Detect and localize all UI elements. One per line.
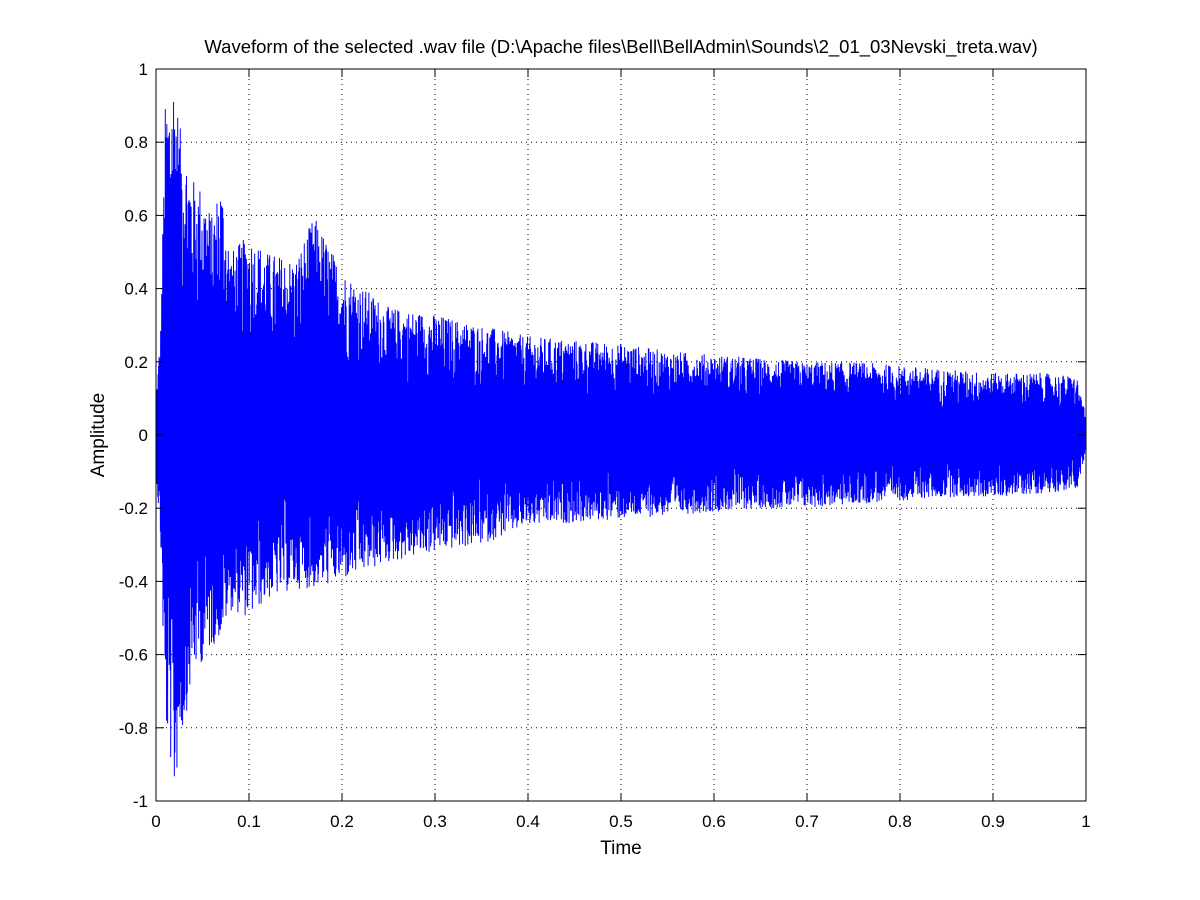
x-tick-label: 1	[1081, 812, 1090, 831]
x-tick-label: 0.4	[516, 812, 540, 831]
chart-title: Waveform of the selected .wav file (D:\A…	[204, 36, 1037, 58]
tick-marks	[155, 68, 1087, 802]
y-tick-label: -0.4	[119, 572, 148, 591]
x-tick-labels: 0 0.1 0.2 0.3 0.4 0.5 0.6 0.7 0.8 0.9 1	[151, 812, 1090, 831]
waveform-series	[155, 102, 1087, 777]
x-tick-label: 0	[151, 812, 160, 831]
y-tick-label: -0.6	[119, 646, 148, 665]
y-tick-labels: 1 0.8 0.6 0.4 0.2 0 -0.2 -0.4 -0.6 -0.8 -1	[119, 60, 148, 811]
y-tick-label: 0	[139, 426, 148, 445]
y-tick-label: 0.4	[124, 280, 148, 299]
y-tick-label: 1	[139, 60, 148, 79]
x-tick-label: 0.9	[981, 812, 1005, 831]
x-tick-label: 0.2	[330, 812, 354, 831]
y-tick-label: -1	[133, 792, 148, 811]
x-axis-title: Time	[600, 838, 642, 859]
y-tick-label: -0.8	[119, 719, 148, 738]
x-tick-label: 0.8	[888, 812, 912, 831]
x-tick-label: 0.7	[795, 812, 819, 831]
y-tick-label: 0.6	[124, 206, 148, 225]
x-tick-label: 0.1	[237, 812, 261, 831]
waveform-line	[155, 102, 1087, 777]
y-axis-title: Amplitude	[88, 393, 109, 478]
y-tick-label: 0.2	[124, 353, 148, 372]
x-tick-label: 0.3	[423, 812, 447, 831]
x-tick-label: 0.6	[702, 812, 726, 831]
x-tick-label: 0.5	[609, 812, 633, 831]
y-tick-label: 0.8	[124, 133, 148, 152]
y-tick-label: -0.2	[119, 499, 148, 518]
